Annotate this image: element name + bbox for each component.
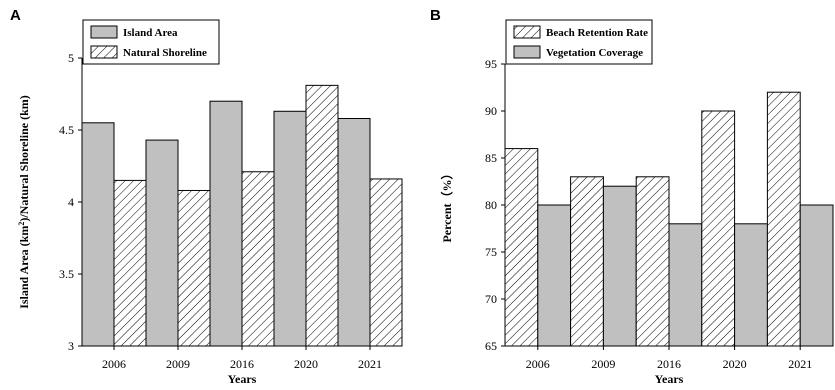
x-tick-label: 2021 [788, 357, 812, 371]
y-axis-title-part: )/Natural Shoreline (km) [17, 95, 31, 221]
legend-label: Natural Shoreline [123, 47, 207, 59]
y-tick-label: 3.5 [59, 267, 74, 281]
y-tick-label: 4 [68, 195, 74, 209]
bar-natural-shoreline-2006 [113, 179, 147, 347]
y-axis-title: Percent（%） [439, 167, 454, 242]
legend-swatch [513, 25, 541, 39]
bar-beach-retention-rate-2009 [570, 176, 604, 347]
bar-beach-retention-rate-2021 [766, 91, 801, 347]
bar-beach-retention-rate-2016 [635, 176, 670, 347]
y-tick-label: 5 [68, 51, 74, 65]
bar-vegetation-coverage-2009 [602, 185, 637, 347]
legend-label: Beach Retention Rate [546, 27, 648, 39]
x-tick-label: 2016 [230, 357, 254, 371]
x-tick-label: 2020 [294, 357, 318, 371]
bar-natural-shoreline-2009 [177, 189, 211, 347]
y-tick-label: 65 [485, 339, 497, 353]
y-tick-label: 90 [485, 104, 497, 118]
x-tick-label: 2009 [166, 357, 190, 371]
bar-vegetation-coverage-2020 [734, 223, 768, 347]
bar-island-area-2009 [145, 139, 179, 347]
legend-swatch [90, 45, 118, 59]
legend-label: Vegetation Coverage [546, 47, 643, 59]
bar-vegetation-coverage-2021 [799, 204, 834, 347]
bar-vegetation-coverage-2016 [668, 223, 703, 347]
x-axis-title: Years [655, 372, 684, 386]
panel-a: A 3 3.5 4 4.5 5 2006 2009 2016 2020 2021 Years Isla… [10, 7, 403, 386]
bar-natural-shoreline-2020 [305, 84, 339, 347]
legend-swatch [513, 45, 541, 59]
y-tick-label: 80 [485, 198, 497, 212]
legend: Island Area Natural Shoreline [82, 19, 220, 65]
bar-beach-retention-rate-2020 [701, 110, 736, 347]
x-tick-label: 2009 [591, 357, 615, 371]
y-tick-label: 4.5 [59, 123, 74, 137]
legend-swatch [90, 25, 118, 39]
y-axis-title-superscript: 2 [17, 222, 26, 226]
y-tick-label: 85 [485, 151, 497, 165]
bar-natural-shoreline-2016 [241, 171, 275, 347]
x-tick-label: 2006 [526, 357, 550, 371]
x-tick-label: 2020 [723, 357, 747, 371]
bar-island-area-2020 [273, 110, 307, 347]
panel-label-a: A [10, 7, 21, 24]
panel-label-b: B [430, 7, 441, 24]
y-tick-label: 95 [485, 57, 497, 71]
y-axis-title: Island Area (km2)/Natural Shoreline (km) [17, 95, 31, 309]
x-tick-label: 2016 [657, 357, 681, 371]
bar-vegetation-coverage-2006 [537, 204, 572, 347]
bar-island-area-2006 [81, 122, 115, 347]
y-tick-label: 75 [485, 245, 497, 259]
y-tick-label: 3 [68, 339, 74, 353]
x-axis-title: Years [228, 372, 257, 386]
legend-label: Island Area [123, 27, 178, 39]
panel-b: B 65 70 75 80 85 90 95 2006 2009 2016 2020 2021 Year… [430, 7, 834, 386]
y-axis-title-part: Island Area (km [17, 226, 31, 309]
bar-beach-retention-rate-2006 [504, 148, 539, 347]
x-tick-label: 2006 [102, 357, 126, 371]
legend: Beach Retention Rate Vegetation Coverage [505, 19, 653, 65]
bar-island-area-2016 [209, 100, 243, 347]
bar-natural-shoreline-2021 [369, 178, 403, 347]
y-tick-label: 70 [485, 292, 497, 306]
bar-island-area-2021 [337, 117, 371, 347]
x-tick-label: 2021 [358, 357, 382, 371]
